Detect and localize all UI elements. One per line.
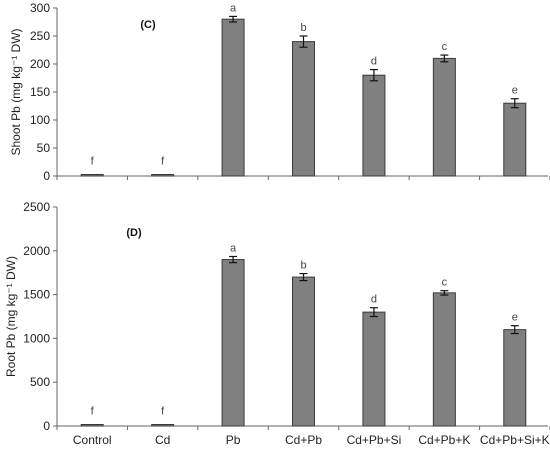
- significance-letter: a: [230, 2, 237, 14]
- panel-label: (C): [140, 19, 156, 31]
- significance-letter: d: [371, 294, 377, 306]
- y-tick-label: 300: [30, 1, 50, 15]
- bar: [503, 102, 527, 177]
- x-category-label: Cd+Pb: [285, 433, 322, 447]
- bar: [432, 57, 456, 177]
- bar: [221, 259, 245, 427]
- y-tick-label: 250: [30, 29, 50, 43]
- bar: [362, 311, 386, 427]
- x-category-label: Cd+Pb+Si+K: [480, 433, 550, 447]
- bar: [362, 74, 386, 177]
- significance-letter: e: [512, 85, 518, 97]
- panel-c-shoot-pb-chart: 0 50 100 150 200 250 300 Shoot Pb (mg kg⁻¹ DW) (…: [9, 1, 550, 183]
- significance-letter: d: [371, 56, 377, 68]
- panel-label: (D): [126, 227, 142, 239]
- bar: [503, 329, 527, 427]
- y-tick-label: 200: [30, 57, 50, 71]
- x-category-label: Cd: [155, 433, 170, 447]
- x-category-label: Pb: [226, 433, 241, 447]
- y-tick-label: 2500: [23, 200, 50, 214]
- significance-letter: f: [161, 406, 165, 418]
- y-tick-label: 1000: [23, 331, 50, 345]
- bar: [80, 424, 104, 427]
- y-tick-label: 0: [43, 419, 50, 433]
- bar: [151, 424, 175, 427]
- significance-letter: f: [161, 156, 165, 168]
- x-category-label: Cd+Pb+Si: [347, 433, 402, 447]
- bar: [80, 174, 104, 177]
- significance-letter: a: [230, 242, 237, 254]
- significance-letter: c: [442, 41, 448, 53]
- y-tick-label: 0: [43, 169, 50, 183]
- y-tick-label: 500: [30, 375, 50, 389]
- y-tick-label: 100: [30, 113, 50, 127]
- y-tick-label: 2000: [23, 244, 50, 258]
- x-category-label: Cd+Pb+K: [418, 433, 470, 447]
- bar: [432, 292, 456, 427]
- significance-letter: f: [91, 156, 95, 168]
- significance-letter: c: [442, 277, 448, 289]
- significance-letter: b: [300, 260, 306, 272]
- bar: [151, 174, 175, 177]
- x-category-label: Control: [73, 433, 112, 447]
- bar: [292, 276, 315, 427]
- bar: [292, 41, 315, 177]
- significance-letter: b: [300, 22, 306, 34]
- significance-letter: e: [512, 312, 518, 324]
- y-tick-label: 1500: [23, 288, 50, 302]
- y-axis-title: Shoot Pb (mg kg⁻¹ DW): [9, 28, 23, 155]
- significance-letter: f: [91, 406, 95, 418]
- bar: [221, 18, 245, 177]
- y-tick-label: 50: [37, 141, 51, 155]
- panel-d-root-pb-chart: 0 500 1000 1500 2000 2500 Root Pb (mg kg⁻¹ DW)…: [4, 200, 550, 447]
- y-tick-label: 150: [30, 85, 50, 99]
- y-axis-title: Root Pb (mg kg⁻¹ DW): [4, 256, 18, 377]
